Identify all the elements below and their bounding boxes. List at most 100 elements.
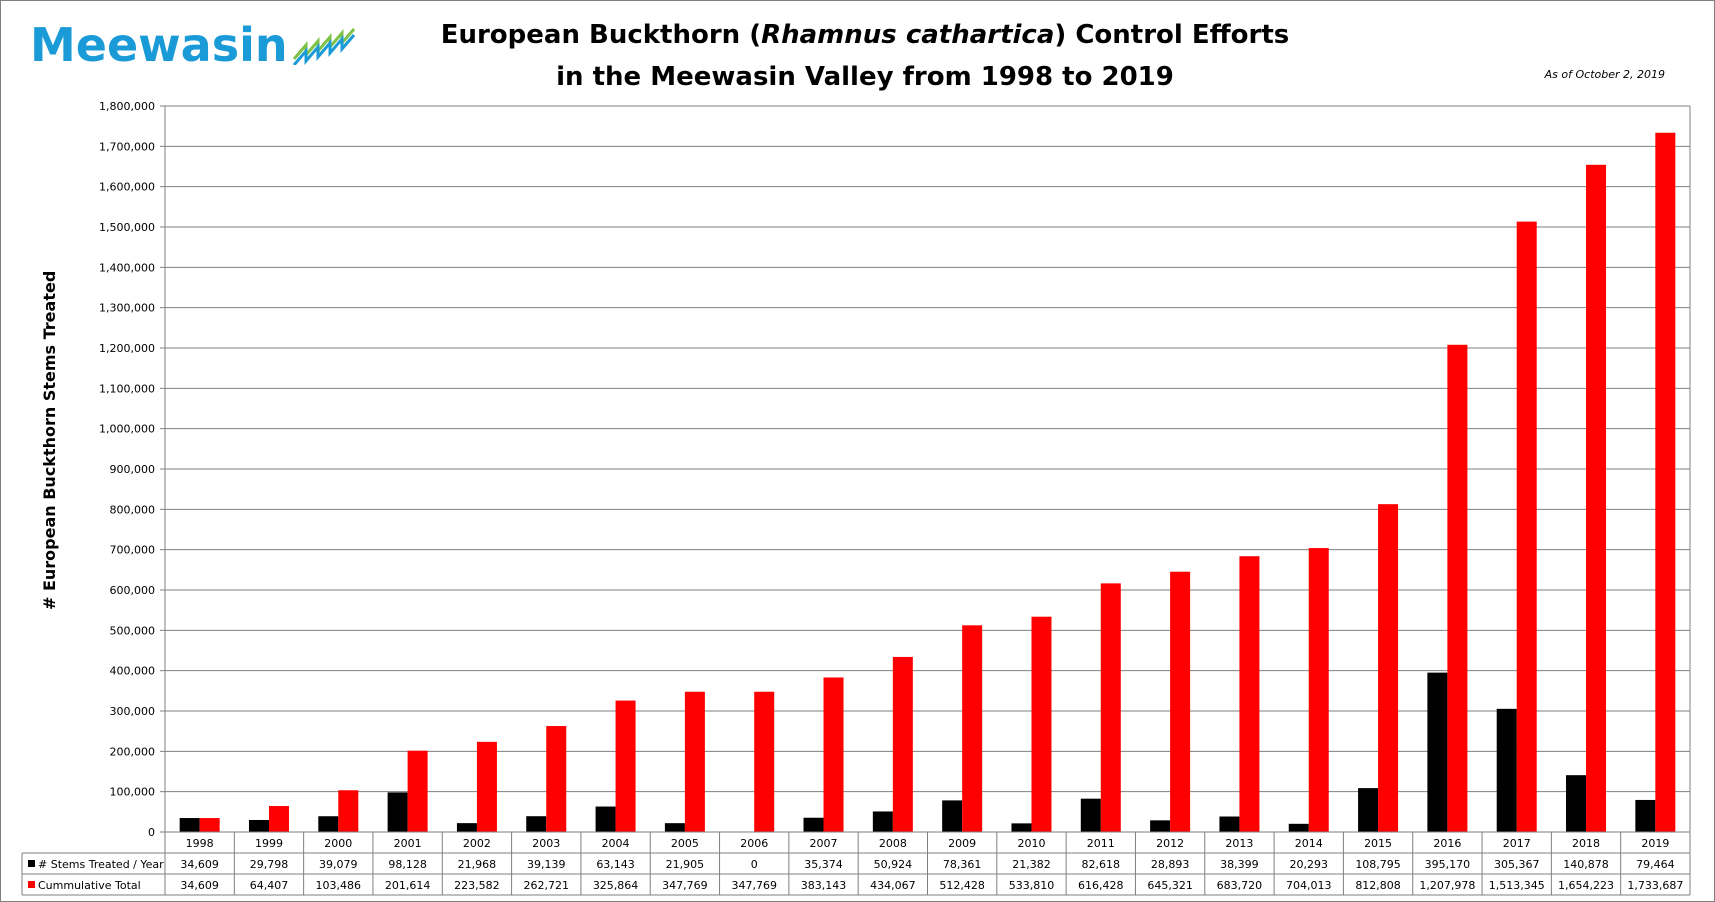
bar-stems-per-year	[1496, 708, 1517, 832]
bar-cumulative-total	[615, 700, 636, 832]
table-cell-value: 812,808	[1355, 879, 1401, 892]
bar-cumulative-total	[1308, 548, 1329, 832]
table-cell-value: 383,143	[801, 879, 847, 892]
table-cell-value: 34,609	[180, 879, 219, 892]
table-cell-value: 35,374	[804, 858, 843, 871]
table-cell-value: 1,733,687	[1627, 879, 1683, 892]
bar-stems-per-year	[248, 819, 269, 832]
bar-stems-per-year	[526, 816, 547, 832]
table-cell-value: 1,654,223	[1558, 879, 1614, 892]
table-cell-value: 103,486	[316, 879, 362, 892]
y-tick-label: 1,600,000	[99, 181, 155, 194]
table-cell-value: 533,810	[1009, 879, 1055, 892]
table-cell-value: 38,399	[1220, 858, 1259, 871]
table-cell-value: 305,367	[1494, 858, 1540, 871]
x-tick-label: 1998	[186, 837, 214, 850]
table-cell-value: 63,143	[596, 858, 635, 871]
bar-cumulative-total	[962, 625, 983, 832]
bar-cumulative-total	[823, 677, 844, 832]
legend-key	[28, 881, 35, 888]
bar-cumulative-total	[892, 656, 913, 832]
chart-title: European Buckthorn (Rhamnus cathartica) …	[430, 14, 1300, 98]
table-cell-value: 20,293	[1290, 858, 1329, 871]
bar-cumulative-total	[268, 806, 289, 832]
table-cell-value: 395,170	[1425, 858, 1471, 871]
table-cell-value: 39,139	[527, 858, 566, 871]
bar-cumulative-total	[1447, 344, 1468, 832]
y-tick-label: 1,100,000	[99, 382, 155, 395]
bar-stems-per-year	[803, 817, 824, 832]
table-cell-value: 616,428	[1078, 879, 1124, 892]
table-cell-value: 704,013	[1286, 879, 1332, 892]
table-cell-value: 82,618	[1082, 858, 1121, 871]
bar-cumulative-total	[1239, 556, 1260, 832]
y-tick-label: 400,000	[110, 665, 156, 678]
bar-cumulative-total	[546, 726, 567, 832]
y-tick-label: 700,000	[110, 544, 156, 557]
y-tick-label: 1,300,000	[99, 302, 155, 315]
bar-cumulative-total	[684, 691, 705, 832]
x-tick-label: 2011	[1087, 837, 1115, 850]
x-tick-label: 2000	[324, 837, 352, 850]
x-tick-label: 2005	[671, 837, 699, 850]
bar-stems-per-year	[456, 823, 477, 832]
x-tick-label: 2010	[1017, 837, 1045, 850]
x-tick-label: 2008	[879, 837, 907, 850]
table-cell-value: 78,361	[943, 858, 982, 871]
y-tick-label: 1,400,000	[99, 261, 155, 274]
bar-stems-per-year	[1635, 799, 1656, 832]
bar-stems-per-year	[1358, 788, 1379, 832]
x-tick-label: 2004	[602, 837, 630, 850]
table-cell-value: 39,079	[319, 858, 358, 871]
table-cell-value: 140,878	[1563, 858, 1609, 871]
x-tick-label: 2013	[1225, 837, 1253, 850]
table-cell-value: 347,769	[662, 879, 708, 892]
table-cell-value: 262,721	[524, 879, 570, 892]
table-cell-value: 21,968	[458, 858, 497, 871]
title-line-1: European Buckthorn (Rhamnus cathartica) …	[440, 20, 1290, 50]
table-cell-value: 64,407	[250, 879, 289, 892]
y-tick-label: 1,200,000	[99, 342, 155, 355]
bar-cumulative-total	[407, 750, 428, 832]
bar-stems-per-year	[1011, 823, 1032, 832]
bar-cumulative-total	[1170, 571, 1191, 832]
table-cell-value: 434,067	[870, 879, 916, 892]
x-tick-label: 2003	[532, 837, 560, 850]
bar-cumulative-total	[476, 741, 497, 832]
y-tick-label: 1,500,000	[99, 221, 155, 234]
x-tick-label: 2007	[810, 837, 838, 850]
y-tick-label: 1,000,000	[99, 423, 155, 436]
x-tick-label: 2001	[394, 837, 422, 850]
y-tick-label: 100,000	[110, 786, 156, 799]
table-cell-value: 512,428	[939, 879, 985, 892]
x-tick-label: 2018	[1572, 837, 1600, 850]
y-tick-label: 800,000	[110, 503, 156, 516]
bar-cumulative-total	[1031, 616, 1052, 832]
table-cell-value: 108,795	[1355, 858, 1401, 871]
bar-stems-per-year	[1219, 816, 1240, 832]
title-line-2: in the Meewasin Valley from 1998 to 2019	[556, 62, 1174, 92]
bar-stems-per-year	[1288, 823, 1309, 832]
y-tick-label: 1,800,000	[99, 100, 155, 113]
table-cell-value: 683,720	[1217, 879, 1263, 892]
table-cell-value: 29,798	[250, 858, 289, 871]
table-cell-value: 347,769	[731, 879, 777, 892]
bar-stems-per-year	[179, 818, 200, 832]
table-cell-value: 79,464	[1636, 858, 1675, 871]
bar-stems-per-year	[1150, 820, 1171, 832]
bar-stems-per-year	[942, 800, 963, 832]
y-tick-label: 300,000	[110, 705, 156, 718]
table-cell-value: 50,924	[874, 858, 913, 871]
bar-stems-per-year	[387, 792, 408, 832]
table-cell-value: 21,905	[666, 858, 705, 871]
meewasin-logo: Meewasin	[30, 18, 356, 72]
table-cell-value: 223,582	[454, 879, 500, 892]
x-tick-label: 2017	[1503, 837, 1531, 850]
y-tick-label: 600,000	[110, 584, 156, 597]
table-cell-value: 1,513,345	[1489, 879, 1545, 892]
as-of-date: As of October 2, 2019	[1544, 68, 1665, 81]
x-tick-label: 2006	[740, 837, 768, 850]
table-cell-value: 645,321	[1147, 879, 1193, 892]
bar-cumulative-total	[1655, 132, 1676, 833]
